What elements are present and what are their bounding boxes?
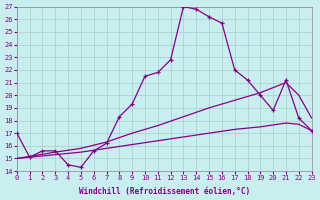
X-axis label: Windchill (Refroidissement éolien,°C): Windchill (Refroidissement éolien,°C) xyxy=(79,187,250,196)
